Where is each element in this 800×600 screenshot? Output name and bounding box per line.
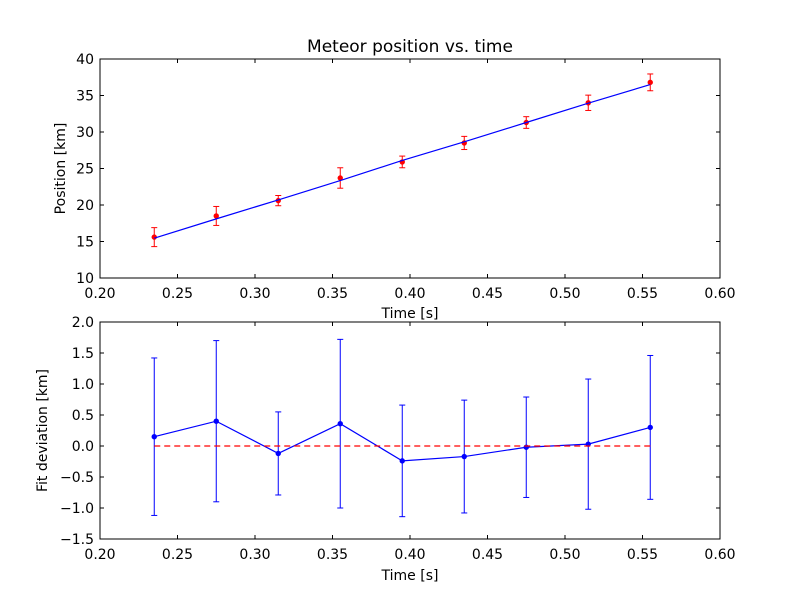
deviation-plot-marks: 0.20 0.25 0.30 0.35 0.40 0.45 0.50 0.55 0.60 2.0 1… (60, 315, 736, 563)
deviation-plot-y-label: Fit deviation [km] (35, 369, 51, 492)
y-tick-label: −0.5 (60, 470, 94, 486)
data-point (213, 418, 219, 424)
x-tick-label: 0.55 (627, 286, 658, 302)
y-tick-label: 25 (76, 162, 94, 178)
data-point (647, 424, 653, 431)
y-tick-label: 0.5 (72, 408, 94, 424)
data-point (647, 79, 653, 86)
data-point (151, 434, 157, 440)
x-tick-label: 0.40 (394, 547, 425, 563)
data-point (275, 450, 281, 457)
y-tick-label: 30 (76, 125, 94, 141)
x-tick-label: 0.35 (317, 547, 348, 563)
deviation-plot-panel: Time [s] Fit deviation [km] 0.20 0.25 0.30… (35, 315, 736, 584)
x-tick-label: 0.50 (549, 547, 580, 563)
position-plot-panel: Meteor position vs. time Time [s] Positi… (53, 37, 736, 322)
x-tick-label: 0.30 (239, 286, 270, 302)
x-tick-label: 0.60 (704, 286, 735, 302)
data-point (213, 213, 219, 219)
position-plot-x-label: Time [s] (381, 306, 439, 322)
x-tick-label: 0.60 (704, 547, 735, 563)
x-tick-label: 0.35 (317, 286, 348, 302)
deviation-plot-x-label: Time [s] (381, 568, 439, 584)
y-tick-label: 2.0 (72, 315, 94, 331)
x-tick-label: 0.25 (162, 547, 193, 563)
data-point (461, 453, 467, 460)
y-tick-label: 10 (76, 271, 94, 287)
x-tick-label: 0.20 (84, 286, 115, 302)
position-plot-marks: 0.20 0.25 0.30 0.35 0.40 0.45 0.50 0.55 0.60 10 15… (76, 52, 735, 302)
y-tick-label: 0.0 (72, 439, 94, 455)
y-tick-label: 35 (76, 89, 94, 105)
x-tick-label: 0.50 (549, 286, 580, 302)
deviation-plot-frame (99, 321, 721, 540)
position-plot-title: Meteor position vs. time (307, 37, 513, 57)
position-plot-frame (99, 58, 721, 279)
x-tick-label: 0.45 (472, 547, 503, 563)
y-tick-label: 1.0 (72, 377, 94, 393)
x-tick-label: 0.40 (394, 286, 425, 302)
x-tick-label: 0.20 (84, 547, 115, 563)
y-tick-label: −1.5 (60, 532, 94, 548)
data-point (399, 458, 405, 464)
y-tick-label: 15 (76, 235, 94, 251)
fit-line (154, 83, 651, 239)
x-tick-label: 0.30 (239, 547, 270, 563)
position-plot-y-label: Position [km] (53, 123, 69, 215)
y-tick-label: 1.5 (72, 346, 94, 362)
x-tick-label: 0.45 (472, 286, 503, 302)
y-tick-label: −1.0 (60, 501, 94, 517)
x-tick-label: 0.25 (162, 286, 193, 302)
x-tick-label: 0.55 (627, 547, 658, 563)
data-point (337, 420, 343, 427)
y-tick-label: 40 (76, 52, 94, 68)
y-tick-label: 20 (76, 198, 94, 214)
